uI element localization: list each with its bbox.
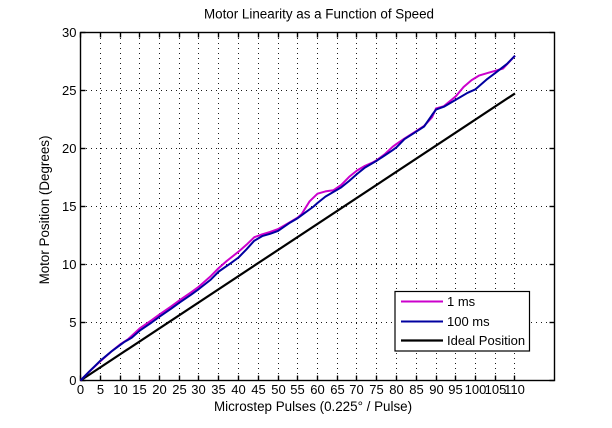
svg-text:Motor Position (Degrees): Motor Position (Degrees) [37,136,52,285]
svg-text:85: 85 [409,382,423,397]
svg-text:20: 20 [62,141,76,156]
svg-text:25: 25 [62,83,76,98]
svg-text:55: 55 [290,382,304,397]
svg-text:45: 45 [251,382,265,397]
svg-text:10: 10 [113,382,127,397]
svg-text:60: 60 [310,382,324,397]
svg-text:110: 110 [504,382,525,397]
svg-text:0: 0 [77,382,84,397]
svg-text:0: 0 [69,373,76,388]
svg-text:35: 35 [211,382,225,397]
svg-text:20: 20 [152,382,166,397]
svg-text:95: 95 [448,382,462,397]
svg-text:Motor Linearity as a Function: Motor Linearity as a Function of Speed [204,7,434,22]
svg-text:Microstep Pulses (0.225° / Pul: Microstep Pulses (0.225° / Pulse) [214,399,412,414]
svg-text:5: 5 [97,382,104,397]
svg-text:80: 80 [389,382,403,397]
svg-text:15: 15 [62,199,76,214]
svg-text:30: 30 [62,25,76,40]
svg-text:1 ms: 1 ms [447,294,476,309]
svg-text:100: 100 [465,382,487,397]
svg-text:15: 15 [132,382,146,397]
svg-text:50: 50 [271,382,285,397]
svg-text:105: 105 [485,382,507,397]
svg-text:5: 5 [69,315,76,330]
svg-text:65: 65 [330,382,344,397]
svg-text:40: 40 [231,382,245,397]
svg-text:70: 70 [349,382,363,397]
svg-text:30: 30 [191,382,205,397]
svg-text:75: 75 [369,382,383,397]
svg-text:Ideal Position: Ideal Position [447,333,525,348]
svg-text:100 ms: 100 ms [447,314,490,329]
svg-text:25: 25 [172,382,186,397]
svg-text:90: 90 [429,382,443,397]
svg-text:10: 10 [62,257,76,272]
